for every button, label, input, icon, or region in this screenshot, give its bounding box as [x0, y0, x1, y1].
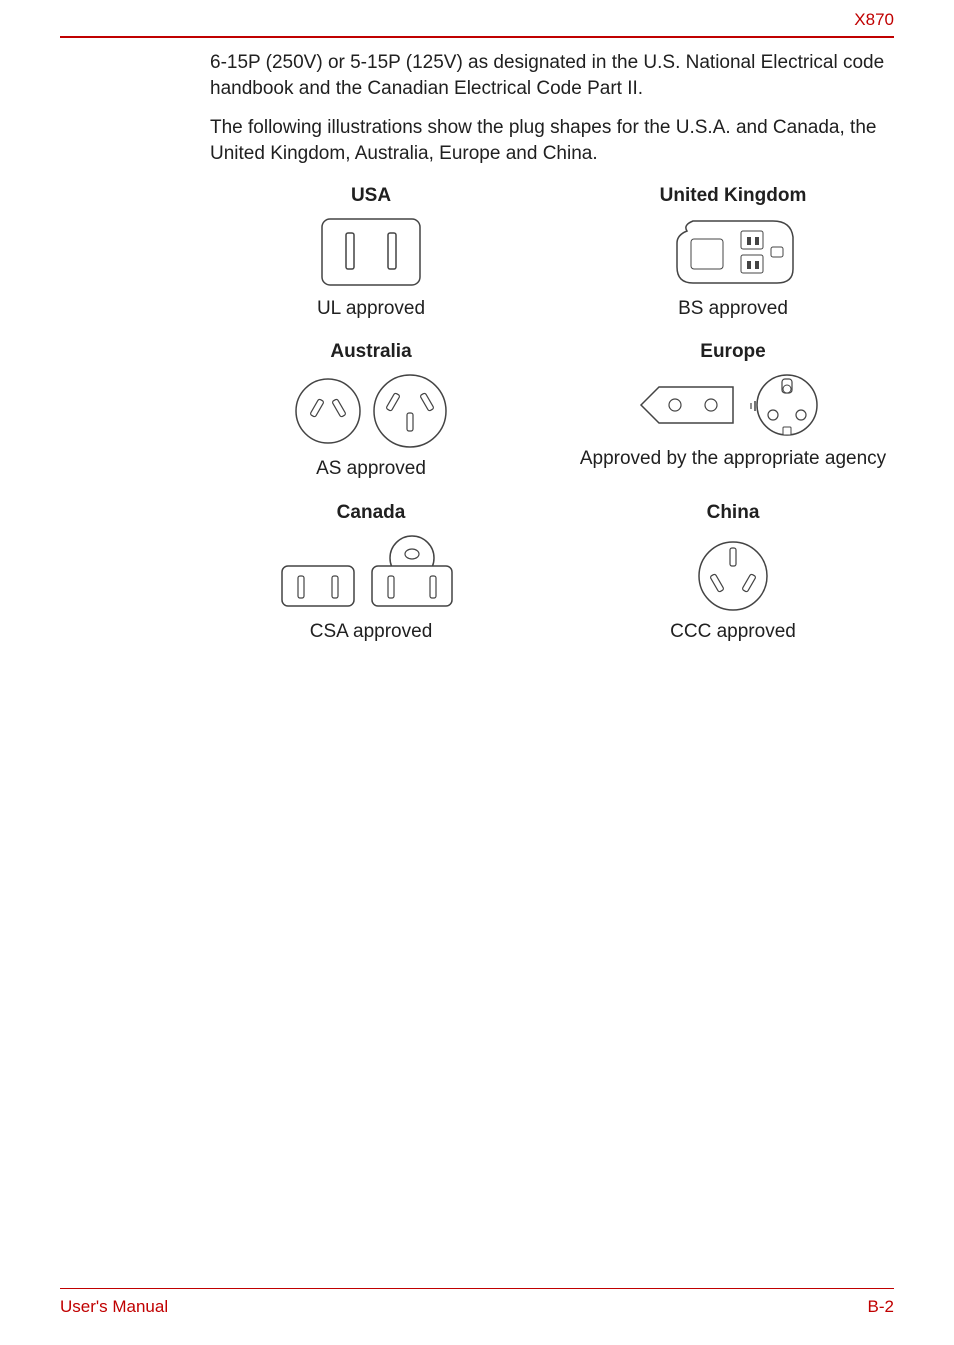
plug-china-icon — [688, 530, 778, 614]
plug-canada-icon — [276, 530, 466, 614]
plug-canada-caption: CSA approved — [310, 620, 433, 645]
content-area: 6-15P (250V) or 5-15P (125V) as designat… — [210, 50, 894, 645]
plug-australia: Australia AS approved — [210, 341, 532, 482]
plug-china-caption: CCC approved — [670, 620, 796, 645]
plug-australia-title: Australia — [330, 341, 411, 363]
header-model: X870 — [854, 10, 894, 30]
plug-china: China CCC approved — [572, 502, 894, 645]
page: X870 6-15P (250V) or 5-15P (125V) as des… — [0, 0, 954, 1345]
plug-uk-caption: BS approved — [678, 297, 788, 322]
plug-uk-icon — [663, 213, 803, 291]
paragraph-1: 6-15P (250V) or 5-15P (125V) as designat… — [210, 50, 894, 101]
bottom-rule — [60, 1288, 894, 1289]
paragraph-2: The following illustrations show the plu… — [210, 115, 894, 166]
plug-usa-caption: UL approved — [317, 297, 425, 322]
plug-australia-icon — [286, 369, 456, 451]
footer-right: B-2 — [868, 1297, 894, 1317]
plug-uk: United Kingdom BS approved — [572, 185, 894, 322]
plug-usa-title: USA — [351, 185, 391, 207]
plug-usa: USA UL approved — [210, 185, 532, 322]
plug-australia-caption: AS approved — [316, 457, 426, 482]
plug-china-title: China — [707, 502, 760, 524]
plug-europe-title: Europe — [700, 341, 765, 363]
plug-grid: USA UL approved United Kingdom — [210, 185, 894, 645]
plug-uk-title: United Kingdom — [660, 185, 807, 207]
footer-left: User's Manual — [60, 1297, 168, 1317]
plug-europe-caption: Approved by the appropriate agency — [580, 447, 886, 472]
plug-europe: Europe Approved by the appropriate agenc… — [572, 341, 894, 482]
plug-canada: Canada CSA approved — [210, 502, 532, 645]
top-rule — [60, 36, 894, 38]
plug-usa-icon — [316, 213, 426, 291]
plug-europe-icon — [633, 369, 833, 441]
plug-canada-title: Canada — [337, 502, 406, 524]
